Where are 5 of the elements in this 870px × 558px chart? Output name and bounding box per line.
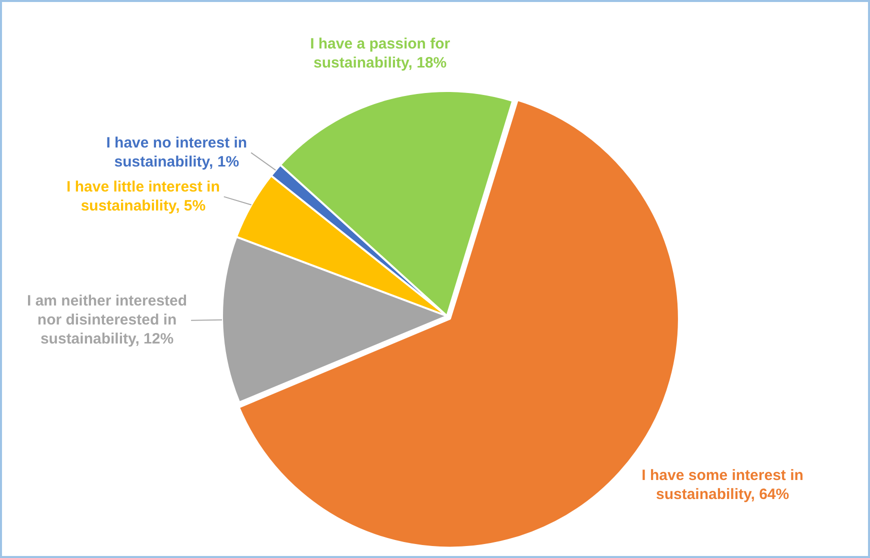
slice-label: I have no interest in sustainability, 1% <box>106 134 248 170</box>
slice-label: I am neither interested nor disinterested in sustainability, 12% <box>26 292 188 348</box>
slice-label: I have a passion for sustainability, 18% <box>310 36 450 72</box>
slice-label: I have little interest in sustainability, 5% <box>66 178 220 214</box>
slice-label: I have some interest in sustainability, 64% <box>642 466 804 503</box>
